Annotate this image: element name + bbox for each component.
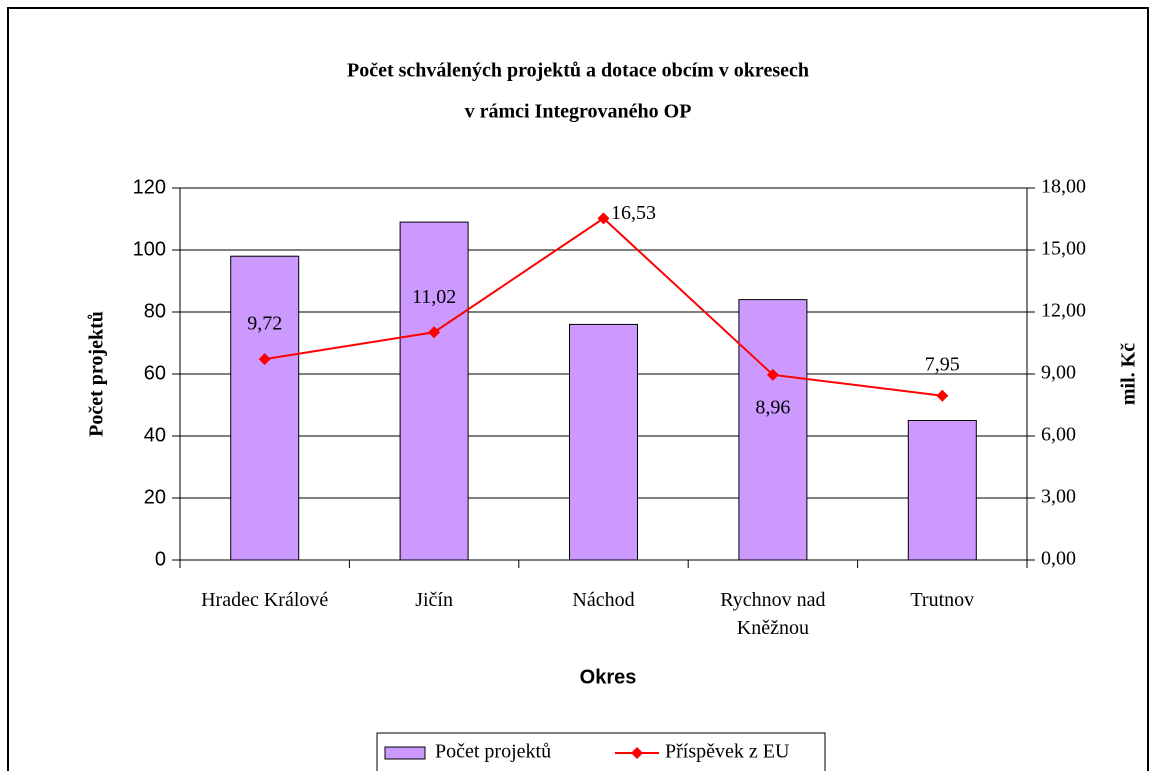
y-tick-label: 20 bbox=[144, 486, 166, 508]
bar bbox=[907, 420, 977, 561]
data-label: 7,95 bbox=[925, 353, 960, 375]
y-tick-label: 120 bbox=[133, 176, 166, 198]
y2-tick-label: 15,00 bbox=[1041, 238, 1086, 260]
y-tick-label: 100 bbox=[133, 238, 166, 260]
marker bbox=[258, 353, 271, 366]
data-label: 16,53 bbox=[611, 202, 656, 224]
y2-tick-label: 18,00 bbox=[1041, 176, 1086, 198]
data-label: 9,72 bbox=[247, 313, 282, 335]
legend-swatch bbox=[384, 746, 426, 760]
data-label: 11,02 bbox=[412, 286, 456, 308]
y-tick-label: 80 bbox=[144, 300, 166, 322]
legend bbox=[376, 732, 826, 771]
chart-title: Počet schválených projektů a dotace obcí… bbox=[347, 60, 809, 82]
legend-label: Počet projektů bbox=[435, 741, 551, 763]
bar bbox=[738, 299, 808, 561]
marker bbox=[597, 212, 610, 225]
y-tick-label: 40 bbox=[144, 424, 166, 446]
y2-tick-label: 0,00 bbox=[1041, 548, 1076, 570]
x-tick-label: Trutnov bbox=[910, 589, 975, 611]
x-tick-label: Náchod bbox=[572, 589, 635, 611]
bar bbox=[399, 221, 469, 561]
x-axis-label: Okres bbox=[580, 666, 637, 688]
y2-tick-label: 6,00 bbox=[1041, 424, 1076, 446]
x-tick-label: Jičín bbox=[415, 589, 453, 611]
y2-tick-label: 3,00 bbox=[1041, 486, 1076, 508]
chart-title: v rámci Integrovaného OP bbox=[465, 101, 692, 123]
marker bbox=[428, 326, 441, 339]
data-label: 8,96 bbox=[755, 396, 790, 418]
y-tick-label: 60 bbox=[144, 362, 166, 384]
y-axis-label: Počet projektů bbox=[86, 311, 108, 437]
y2-axis-label: mil. Kč bbox=[1118, 343, 1140, 405]
x-tick-label: Rychnov nad Kněžnou bbox=[720, 589, 826, 639]
bar bbox=[569, 323, 638, 561]
x-tick-label: Hradec Králové bbox=[201, 589, 329, 611]
bar bbox=[230, 255, 300, 561]
y2-tick-label: 9,00 bbox=[1041, 362, 1076, 384]
y2-tick-label: 12,00 bbox=[1041, 300, 1086, 322]
legend-swatch bbox=[631, 747, 643, 759]
marker bbox=[766, 368, 779, 381]
marker bbox=[936, 389, 949, 402]
legend-label: Příspěvek z EU bbox=[665, 741, 790, 763]
y-tick-label: 0 bbox=[155, 548, 166, 570]
